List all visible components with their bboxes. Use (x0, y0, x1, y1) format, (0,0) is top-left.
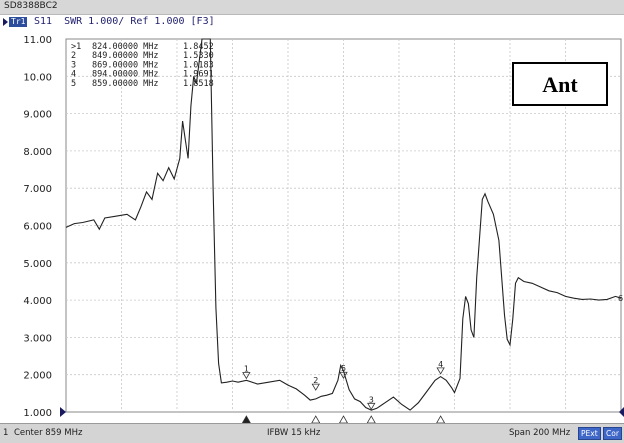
reference-level-right-arrow-icon[interactable] (619, 407, 624, 417)
marker-5-label: 5 (341, 364, 346, 373)
channel-number[interactable]: 1 (3, 428, 9, 438)
marker-1-triangle[interactable] (242, 372, 251, 380)
marker-table-id: 3 (71, 60, 76, 70)
annotation-frame (512, 62, 608, 106)
marker-table-id: >1 (71, 42, 81, 52)
trace-end-label: 6 (618, 294, 623, 303)
y-axis-ticks: 11.00 10.00 9.000 8.000 7.000 6.000 5.000 4.000… (23, 35, 52, 419)
marker-5-triangle[interactable] (339, 371, 348, 380)
marker-table-id: 2 (71, 51, 76, 61)
trace-badge[interactable]: Tr1 (9, 17, 28, 27)
marker-5-axis-indicator[interactable] (339, 415, 348, 423)
marker-table-value: 1.0183 (183, 60, 214, 70)
marker-layer: 1 2 3 4 5 (241, 360, 446, 423)
marker-4-axis-indicator[interactable] (436, 415, 446, 423)
y-tick-label: 3.000 (23, 333, 52, 344)
trace-header: Tr1 S11 SWR 1.000/ Ref 1.000 [F3] (0, 15, 624, 29)
active-trace-arrow-icon[interactable] (3, 18, 8, 26)
marker-table: >1 824.00000 MHz 1.8452 2 849.00000 MHz 1.533… (71, 42, 214, 89)
chart: 11.00 10.00 9.000 8.000 7.000 6.000 5.000 4.000… (23, 35, 624, 423)
marker-table-id: 5 (71, 79, 76, 89)
status-bar: 1 Center 859 MHz IFBW 15 kHz Span 200 MH… (0, 423, 624, 443)
y-tick-label: 7.000 (23, 184, 52, 195)
marker-3-triangle[interactable] (367, 402, 376, 411)
annotation-label: Ant (542, 72, 578, 97)
marker-table-frequency: 869.00000 MHz (92, 60, 159, 70)
marker-2-label: 2 (313, 376, 318, 385)
marker-2-triangle[interactable] (311, 383, 320, 391)
marker-2-axis-indicator[interactable] (311, 415, 321, 423)
marker-table-value: 1.9691 (183, 70, 214, 80)
y-tick-label: 8.000 (23, 147, 52, 158)
marker-table-value: 1.8518 (183, 79, 214, 89)
trace-line (65, 38, 622, 411)
marker-3-axis-indicator[interactable] (366, 415, 376, 423)
marker-1-axis-indicator[interactable] (241, 415, 251, 423)
y-tick-label: 1.000 (23, 408, 52, 419)
marker-4-triangle[interactable] (436, 367, 445, 375)
port-extension-badge[interactable]: PExt (578, 427, 601, 440)
window-title: SD8388BC2 (4, 1, 58, 11)
marker-table-frequency: 849.00000 MHz (92, 51, 159, 61)
if-bandwidth[interactable]: IFBW 15 kHz (267, 428, 321, 438)
correction-badge[interactable]: Cor (603, 427, 622, 440)
reference-level-left-arrow-icon[interactable] (60, 407, 66, 417)
marker-1-label: 1 (244, 364, 249, 373)
grid (66, 39, 621, 412)
trace-info: S11 SWR 1.000/ Ref 1.000 [F3] (34, 16, 215, 27)
marker-table-frequency: 859.00000 MHz (92, 79, 159, 89)
marker-table-frequency: 824.00000 MHz (92, 42, 159, 52)
marker-4-label: 4 (438, 360, 443, 369)
y-tick-label: 11.00 (23, 35, 52, 46)
y-tick-label: 9.000 (23, 110, 52, 121)
marker-table-value: 1.8452 (183, 42, 214, 52)
y-tick-label: 6.000 (23, 222, 52, 233)
title-bar: SD8388BC2 (0, 0, 624, 15)
y-tick-label: 4.000 (23, 296, 52, 307)
marker-table-value: 1.5330 (183, 51, 214, 61)
marker-table-frequency: 894.00000 MHz (92, 70, 159, 80)
y-tick-label: 10.00 (23, 72, 52, 83)
marker-table-id: 4 (71, 70, 76, 80)
frequency-span[interactable]: Span 200 MHz (509, 428, 571, 438)
y-tick-label: 5.000 (23, 259, 52, 270)
reference-layer (60, 407, 624, 417)
y-tick-label: 2.000 (23, 371, 52, 382)
marker-3-label: 3 (369, 395, 374, 404)
center-frequency[interactable]: Center 859 MHz (14, 428, 83, 438)
annotation-box: Ant (512, 62, 608, 106)
